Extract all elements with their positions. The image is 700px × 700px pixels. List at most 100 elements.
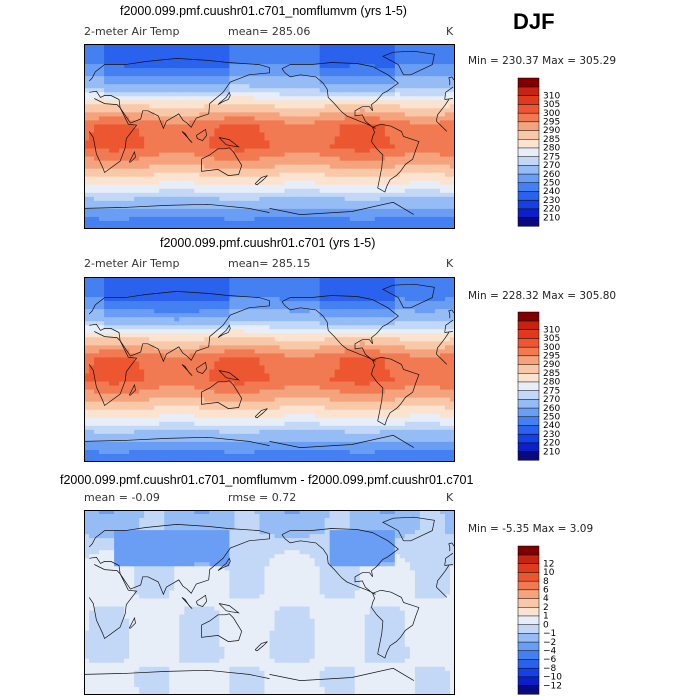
map-cell	[154, 172, 160, 178]
map-cell	[229, 192, 235, 198]
map-cell	[404, 140, 411, 146]
map-cell	[334, 357, 341, 363]
map-cell	[189, 72, 195, 77]
map-cell	[369, 80, 376, 85]
map-cell	[249, 64, 256, 69]
map-cell	[134, 80, 140, 85]
map-cell	[389, 216, 396, 222]
map-cell	[369, 305, 376, 310]
map-cell	[184, 289, 190, 294]
map-cell	[194, 289, 200, 294]
map-cell	[344, 52, 351, 57]
map-cell	[219, 160, 225, 166]
map-cell	[304, 72, 311, 77]
map-cell	[239, 220, 246, 226]
map-cell	[274, 116, 281, 122]
map-cell	[144, 68, 150, 73]
map-cell	[189, 212, 195, 218]
map-cell	[359, 297, 366, 302]
map-cell	[219, 337, 225, 342]
map-cell	[404, 48, 411, 53]
map-cell	[199, 104, 205, 109]
map-cell	[434, 204, 441, 210]
map-cell	[174, 96, 180, 101]
map-cell	[129, 88, 135, 93]
map-cell	[399, 333, 406, 338]
map-cell	[389, 180, 396, 186]
map-cell	[189, 353, 195, 359]
map-cell	[134, 152, 140, 158]
map-cell	[449, 148, 455, 154]
map-cell	[409, 204, 416, 210]
map-cell	[299, 60, 306, 65]
map-cell	[229, 100, 235, 105]
map-cell	[194, 180, 200, 186]
map-cell	[99, 305, 105, 310]
map-cell	[314, 64, 321, 69]
map-cell	[214, 293, 220, 298]
map-cell	[154, 120, 160, 126]
map-cell	[314, 317, 321, 322]
map-cell	[329, 140, 336, 146]
map-cell	[254, 128, 261, 134]
map-cell	[99, 353, 105, 359]
map-cell	[204, 220, 210, 226]
map-cell	[449, 104, 455, 109]
map-cell	[194, 76, 200, 81]
map-cell	[164, 297, 170, 302]
map-cell	[259, 88, 266, 93]
map-cell	[169, 88, 175, 93]
map-cell	[444, 200, 451, 206]
map-cell	[369, 84, 376, 89]
map-cell	[84, 285, 90, 290]
map-cell	[289, 333, 296, 338]
map-cell	[399, 120, 406, 126]
map-cell	[354, 112, 361, 117]
map-cell	[144, 112, 150, 117]
map-cell	[224, 156, 230, 162]
map-cell	[204, 92, 210, 97]
map-cell	[374, 120, 381, 126]
map-cell	[89, 88, 95, 93]
map-cell	[234, 325, 241, 330]
map-cell	[174, 72, 180, 77]
map-cell	[114, 305, 120, 310]
map-cell	[129, 341, 135, 346]
map-cell	[149, 160, 155, 166]
map-cell	[154, 313, 160, 318]
map-cell	[179, 64, 185, 69]
map-cell	[194, 317, 200, 322]
map-cell	[149, 357, 155, 363]
map-cell	[404, 196, 411, 202]
map-cell	[344, 88, 351, 93]
map-cell	[94, 297, 100, 302]
map-cell	[279, 192, 286, 198]
map-cell	[289, 72, 296, 77]
map-cell	[124, 216, 130, 222]
map-cell	[424, 293, 431, 298]
map-cell	[269, 120, 276, 126]
map-cell	[99, 301, 105, 306]
map-cell	[384, 277, 391, 282]
map-cell	[344, 345, 351, 350]
map-cell	[394, 325, 401, 330]
map-cell	[124, 329, 130, 334]
map-cell	[329, 357, 336, 363]
map-cell	[444, 192, 451, 198]
map-cell	[259, 152, 266, 158]
map-cell	[244, 112, 251, 117]
map-cell	[359, 309, 366, 314]
map-cell	[259, 325, 266, 330]
map-cell	[379, 148, 386, 154]
map-cell	[259, 160, 266, 166]
map-cell	[284, 60, 291, 65]
map-cell	[254, 52, 261, 57]
map-cell	[149, 168, 155, 174]
map-cell	[274, 120, 281, 126]
map-cell	[374, 100, 381, 105]
map-cell	[349, 120, 356, 126]
map-cell	[274, 309, 281, 314]
map-cell	[374, 84, 381, 89]
map-cell	[364, 116, 371, 122]
map-cell	[174, 152, 180, 158]
